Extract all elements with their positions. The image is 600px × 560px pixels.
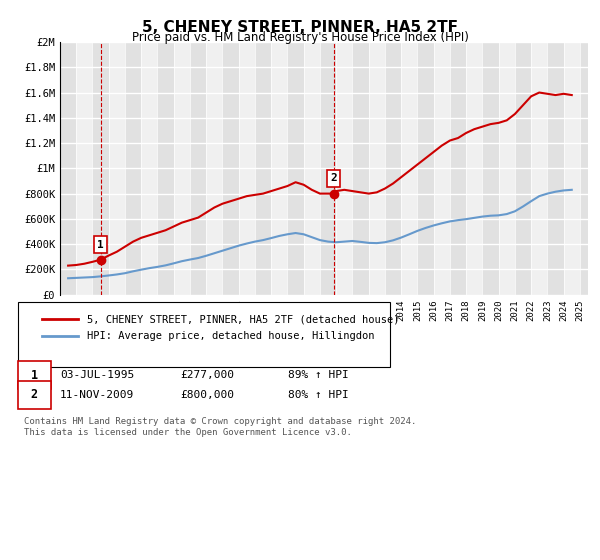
Bar [287, 42, 304, 295]
Text: 89% ↑ HPI: 89% ↑ HPI [288, 370, 349, 380]
Bar [157, 42, 174, 295]
Bar [482, 42, 499, 295]
Bar [60, 42, 76, 295]
Bar [580, 42, 596, 295]
Text: £800,000: £800,000 [180, 390, 234, 400]
Text: £277,000: £277,000 [180, 370, 234, 380]
Text: 1: 1 [31, 368, 38, 382]
Text: 1: 1 [97, 240, 104, 250]
Bar [352, 42, 368, 295]
Text: Price paid vs. HM Land Registry's House Price Index (HPI): Price paid vs. HM Land Registry's House … [131, 31, 469, 44]
Text: Contains HM Land Registry data © Crown copyright and database right 2024.
This d: Contains HM Land Registry data © Crown c… [24, 417, 416, 437]
Bar [92, 42, 109, 295]
Text: 5, CHENEY STREET, PINNER, HA5 2TF (detached house): 5, CHENEY STREET, PINNER, HA5 2TF (detac… [87, 314, 400, 324]
Bar [385, 42, 401, 295]
Text: 2: 2 [31, 388, 38, 402]
Bar [125, 42, 141, 295]
Bar [418, 42, 434, 295]
Text: 5, CHENEY STREET, PINNER, HA5 2TF: 5, CHENEY STREET, PINNER, HA5 2TF [142, 20, 458, 35]
Text: 11-NOV-2009: 11-NOV-2009 [60, 390, 134, 400]
Bar [515, 42, 531, 295]
Text: 03-JUL-1995: 03-JUL-1995 [60, 370, 134, 380]
Bar [255, 42, 271, 295]
Text: 80% ↑ HPI: 80% ↑ HPI [288, 390, 349, 400]
Text: 2: 2 [331, 174, 337, 184]
Bar [223, 42, 239, 295]
Bar [190, 42, 206, 295]
Bar [450, 42, 466, 295]
Bar [547, 42, 563, 295]
Bar [320, 42, 336, 295]
Text: HPI: Average price, detached house, Hillingdon: HPI: Average price, detached house, Hill… [87, 331, 374, 341]
